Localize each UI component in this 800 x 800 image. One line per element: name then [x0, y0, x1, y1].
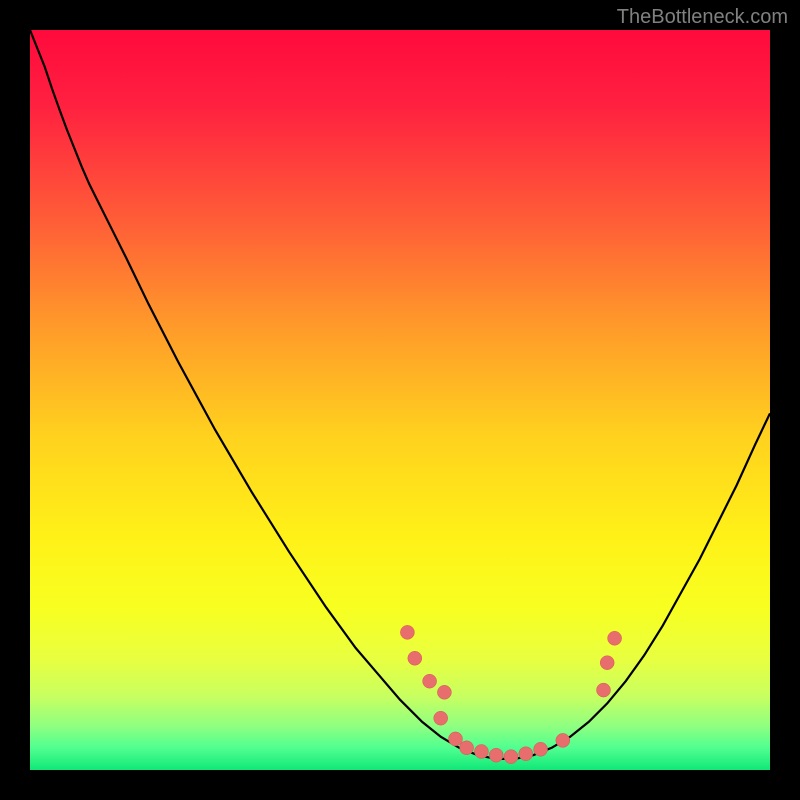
plot-area [30, 30, 770, 770]
data-marker [408, 651, 422, 665]
data-marker [597, 683, 611, 697]
data-marker [556, 733, 570, 747]
data-marker [434, 711, 448, 725]
watermark-text: TheBottleneck.com [617, 6, 788, 29]
data-marker [489, 748, 503, 762]
data-marker [534, 742, 548, 756]
data-marker [449, 732, 463, 746]
data-marker [474, 745, 488, 759]
data-markers [400, 625, 621, 763]
chart-svg [30, 30, 770, 770]
data-marker [423, 674, 437, 688]
data-marker [519, 747, 533, 761]
data-marker [608, 631, 622, 645]
bottleneck-curve [30, 30, 770, 759]
data-marker [460, 741, 474, 755]
data-marker [437, 685, 451, 699]
data-marker [600, 656, 614, 670]
data-marker [400, 625, 414, 639]
data-marker [504, 750, 518, 764]
